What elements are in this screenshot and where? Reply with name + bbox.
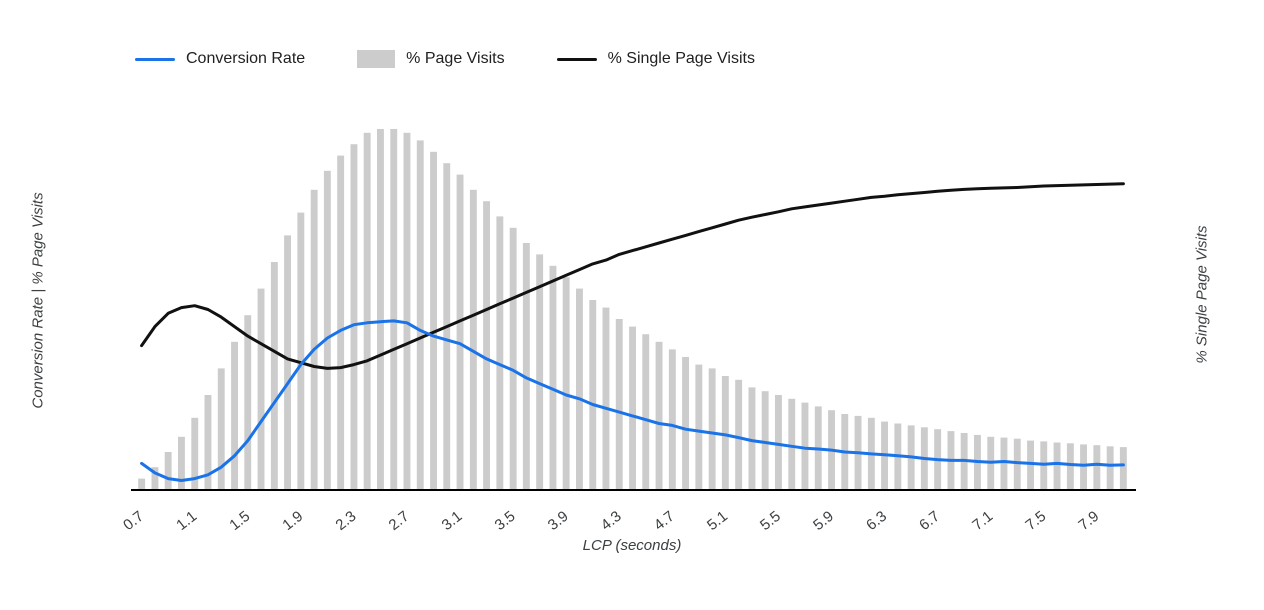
page-visits-bar xyxy=(602,307,610,490)
x-tick-label: 7.1 xyxy=(969,508,996,534)
page-visits-bar xyxy=(589,300,597,490)
page-visits-bar xyxy=(390,129,398,490)
page-visits-bar xyxy=(562,277,570,490)
x-tick-label: 0.7 xyxy=(120,508,147,534)
page-visits-bar xyxy=(456,174,464,490)
page-visits-bar xyxy=(244,315,252,490)
page-visits-bar xyxy=(1000,437,1008,490)
x-tick-label: 1.5 xyxy=(226,508,253,534)
page-visits-bar xyxy=(204,395,212,490)
page-visits-bar xyxy=(297,212,305,490)
page-visits-bar xyxy=(1013,438,1021,490)
page-visits-bar xyxy=(721,376,729,490)
page-visits-bar xyxy=(1119,447,1127,490)
page-visits-bar xyxy=(682,357,689,490)
x-tick-label: 5.9 xyxy=(810,508,837,534)
x-tick-label: 6.7 xyxy=(916,508,943,534)
legend-label-page-visits: % Page Visits xyxy=(406,50,505,67)
page-visits-bar xyxy=(323,170,331,491)
x-tick-label: 5.1 xyxy=(704,508,731,534)
x-tick-label: 7.9 xyxy=(1075,508,1102,534)
page-visits-bar xyxy=(496,216,504,490)
x-tick-label: 4.3 xyxy=(598,508,625,534)
chart-legend: Conversion Rate % Page Visits % Single P… xyxy=(135,50,755,68)
page-visits-bar xyxy=(310,189,318,491)
x-tick-label: 7.5 xyxy=(1022,508,1049,534)
x-tick-label: 2.7 xyxy=(386,508,413,534)
x-tick-label: 2.3 xyxy=(332,508,359,534)
page-visits-bar xyxy=(1027,440,1034,490)
page-visits-bar xyxy=(788,398,796,490)
page-visits-bar xyxy=(231,341,238,490)
x-tick-label: 1.1 xyxy=(173,508,200,534)
page-visits-bar xyxy=(1093,445,1101,490)
page-visits-bar xyxy=(217,368,225,490)
page-visits-bar xyxy=(337,155,345,490)
single-page-visits-line xyxy=(140,182,1125,370)
page-visits-bar xyxy=(629,326,636,490)
x-tick-label: 6.3 xyxy=(863,508,890,534)
page-visits-bar xyxy=(403,132,411,491)
legend-label-conversion-rate: Conversion Rate xyxy=(186,50,306,67)
page-visits-bar xyxy=(178,436,185,490)
page-visits-bar xyxy=(509,227,517,491)
page-visits-bar xyxy=(483,201,490,490)
page-visits-bar xyxy=(1040,441,1048,490)
page-visits-bar xyxy=(522,243,530,490)
page-visits-bar xyxy=(536,254,544,490)
page-visits-bar xyxy=(761,391,769,490)
page-visits-bar xyxy=(1106,446,1114,490)
x-axis-label: LCP (seconds) xyxy=(582,537,682,554)
x-tick-label: 3.5 xyxy=(492,508,519,534)
conversion-rate-line xyxy=(140,319,1125,482)
page-visits-bar xyxy=(775,395,782,490)
page-visits-bar xyxy=(801,402,809,490)
page-visits-bars xyxy=(138,129,1127,491)
x-tick-label: 1.9 xyxy=(279,508,306,534)
page-visits-bar xyxy=(164,452,172,490)
page-visits-bar xyxy=(615,319,623,490)
page-visits-bar xyxy=(284,235,291,490)
page-visits-bar xyxy=(416,140,424,490)
x-tick-label: 3.9 xyxy=(545,508,572,534)
x-tick-label: 4.7 xyxy=(651,508,678,534)
page-visits-bar xyxy=(642,334,650,490)
page-visits-bar xyxy=(708,368,716,490)
page-visits-bar xyxy=(668,349,676,490)
x-tick-label: 3.1 xyxy=(439,508,466,534)
page-visits-bar xyxy=(1066,443,1074,490)
page-visits-bar xyxy=(350,144,358,490)
page-visits-bar xyxy=(257,288,265,490)
legend-item-page-visits: % Page Visits xyxy=(357,50,505,68)
legend-item-single-page-visits: % Single Page Visits xyxy=(556,50,755,68)
page-visits-bar xyxy=(1080,444,1087,490)
page-visits-bar xyxy=(469,189,477,491)
page-visits-bar xyxy=(576,288,583,490)
page-visits-bar xyxy=(695,364,703,490)
page-visits-bar xyxy=(270,262,278,490)
page-visits-bar xyxy=(191,417,199,490)
page-visits-bar xyxy=(138,478,146,490)
x-tick-label: 5.5 xyxy=(757,508,784,534)
page-visits-bar xyxy=(655,341,663,490)
legend-label-single-page-visits: % Single Page Visits xyxy=(607,50,755,67)
conversion-rate-line-swatch xyxy=(135,57,175,61)
single-page-visits-line-swatch xyxy=(556,57,597,61)
page-visits-bar xyxy=(735,379,743,490)
page-visits-bar xyxy=(377,129,384,490)
page-visits-bar xyxy=(151,467,159,490)
page-visits-bar-swatch xyxy=(357,50,396,68)
legend-item-conversion-rate: Conversion Rate xyxy=(135,50,305,68)
page-visits-bar xyxy=(363,132,371,491)
page-visits-bar xyxy=(748,387,756,490)
page-visits-bar xyxy=(430,151,437,491)
page-visits-bar xyxy=(549,265,557,490)
page-visits-bar xyxy=(1053,442,1061,490)
